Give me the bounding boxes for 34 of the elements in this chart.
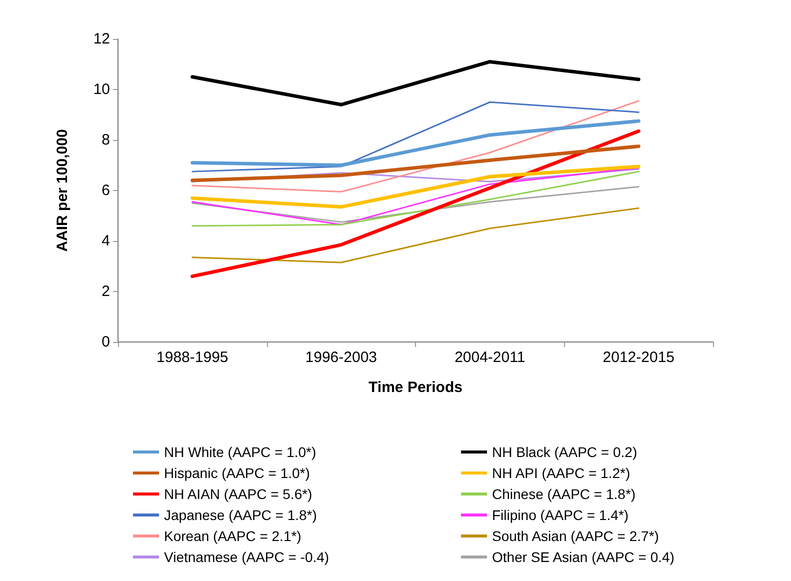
y-tick-label: 10	[93, 81, 110, 98]
y-tick-label: 0	[102, 334, 110, 350]
y-tick-label: 12	[93, 30, 110, 48]
legend-label: Hispanic (AAPC = 1.0*)	[164, 465, 310, 481]
line-series	[190, 60, 640, 106]
y-tick-label: 8	[102, 132, 110, 148]
line-series	[192, 100, 640, 193]
legend-label: NH API (AAPC = 1.2*)	[492, 465, 630, 481]
y-axis-title: AAIR per 100,000	[54, 129, 71, 252]
legend-label: Filipino (AAPC = 1.4*)	[492, 507, 629, 523]
legend-label: Vietnamese (AAPC = -0.4)	[164, 549, 330, 565]
legend-label: NH White (AAPC = 1.0*)	[164, 444, 316, 460]
x-axis-title: Time Periods	[368, 379, 462, 396]
legend-label: Japanese (AAPC = 1.8*)	[164, 507, 317, 523]
y-tick-label: 2	[102, 283, 110, 300]
legend-label: NH Black (AAPC = 0.2)	[492, 444, 638, 460]
line-series	[190, 164, 640, 209]
x-tick-label: 1988-1995	[156, 349, 228, 366]
y-tick-label: 4	[102, 232, 110, 250]
line-series	[192, 207, 640, 264]
x-tick-label: 2012-2015	[602, 349, 674, 366]
legend-label: Korean (AAPC = 2.1*)	[164, 528, 302, 544]
line-series	[192, 186, 640, 223]
y-tick-label: 6	[102, 182, 110, 199]
line-series	[192, 101, 640, 172]
legend-label: Chinese (AAPC = 1.8*)	[492, 486, 636, 502]
legend-label: NH AIAN (AAPC = 5.6*)	[164, 486, 312, 502]
line-series	[190, 129, 640, 278]
line-series	[190, 119, 640, 167]
x-tick-label: 1996-2003	[305, 349, 377, 366]
legend-label: Other SE Asian (AAPC = 0.4)	[492, 549, 674, 565]
legend-label: South Asian (AAPC = 2.7*)	[492, 528, 659, 544]
x-tick-label: 2004-2011	[454, 349, 526, 366]
line-series	[190, 144, 640, 182]
